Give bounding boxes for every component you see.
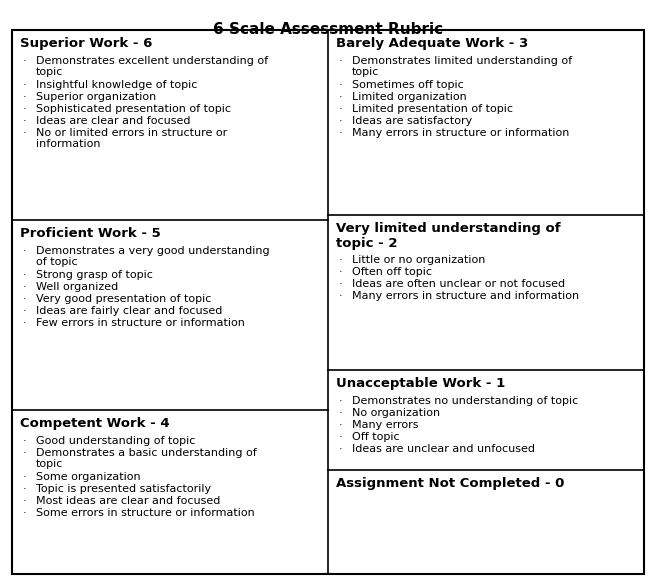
Text: Off topic: Off topic xyxy=(352,432,400,442)
Text: Few errors in structure or information: Few errors in structure or information xyxy=(36,318,245,328)
Text: ·: · xyxy=(339,128,342,138)
Text: Superior organization: Superior organization xyxy=(36,92,156,102)
Text: ·: · xyxy=(23,281,27,292)
Text: Good understanding of topic: Good understanding of topic xyxy=(36,436,195,446)
Text: Very limited understanding of
topic - 2: Very limited understanding of topic - 2 xyxy=(336,222,561,250)
Text: ·: · xyxy=(23,104,27,114)
Text: Limited organization: Limited organization xyxy=(352,92,467,102)
Text: No or limited errors in structure or
information: No or limited errors in structure or inf… xyxy=(36,128,227,150)
Text: Limited presentation of topic: Limited presentation of topic xyxy=(352,104,513,114)
Text: ·: · xyxy=(339,408,342,418)
Text: Competent Work - 4: Competent Work - 4 xyxy=(20,417,170,430)
Text: ·: · xyxy=(23,306,27,316)
Text: ·: · xyxy=(23,318,27,328)
Text: No organization: No organization xyxy=(352,408,440,418)
Text: Demonstrates excellent understanding of
topic: Demonstrates excellent understanding of … xyxy=(36,55,268,77)
Text: ·: · xyxy=(23,472,27,482)
Text: Assignment Not Completed - 0: Assignment Not Completed - 0 xyxy=(336,477,564,490)
Text: ·: · xyxy=(23,484,27,493)
Text: ·: · xyxy=(339,255,342,266)
Text: ·: · xyxy=(339,420,342,430)
Text: ·: · xyxy=(23,448,27,458)
Text: ·: · xyxy=(339,80,342,90)
Text: Strong grasp of topic: Strong grasp of topic xyxy=(36,270,153,280)
Text: Sometimes off topic: Sometimes off topic xyxy=(352,80,464,90)
Text: ·: · xyxy=(23,55,27,66)
Text: Little or no organization: Little or no organization xyxy=(352,255,485,266)
Text: ·: · xyxy=(339,104,342,114)
Text: Some organization: Some organization xyxy=(36,472,140,482)
Text: ·: · xyxy=(339,92,342,102)
Text: ·: · xyxy=(339,267,342,277)
Text: ·: · xyxy=(339,280,342,290)
Text: Demonstrates a basic understanding of
topic: Demonstrates a basic understanding of to… xyxy=(36,448,256,470)
Text: Proficient Work - 5: Proficient Work - 5 xyxy=(20,227,161,240)
Text: Many errors in structure and information: Many errors in structure and information xyxy=(352,291,579,301)
Text: ·: · xyxy=(23,128,27,138)
Text: Sophisticated presentation of topic: Sophisticated presentation of topic xyxy=(36,104,231,114)
Text: Most ideas are clear and focused: Most ideas are clear and focused xyxy=(36,496,220,506)
Text: Often off topic: Often off topic xyxy=(352,267,432,277)
Text: Demonstrates no understanding of topic: Demonstrates no understanding of topic xyxy=(352,396,578,406)
Text: Well organized: Well organized xyxy=(36,281,118,292)
Text: Ideas are unclear and unfocused: Ideas are unclear and unfocused xyxy=(352,444,535,454)
Text: Insightful knowledge of topic: Insightful knowledge of topic xyxy=(36,80,197,90)
Text: Ideas are clear and focused: Ideas are clear and focused xyxy=(36,116,190,126)
Text: ·: · xyxy=(339,444,342,454)
Text: Barely Adequate Work - 3: Barely Adequate Work - 3 xyxy=(336,37,528,50)
Text: Many errors in structure or information: Many errors in structure or information xyxy=(352,128,569,138)
Text: ·: · xyxy=(23,80,27,90)
Text: Topic is presented satisfactorily: Topic is presented satisfactorily xyxy=(36,484,211,493)
Text: ·: · xyxy=(23,246,27,256)
Text: ·: · xyxy=(339,116,342,126)
Text: Ideas are satisfactory: Ideas are satisfactory xyxy=(352,116,472,126)
Text: Superior Work - 6: Superior Work - 6 xyxy=(20,37,152,50)
Text: Demonstrates limited understanding of
topic: Demonstrates limited understanding of to… xyxy=(352,55,572,77)
Text: Unacceptable Work - 1: Unacceptable Work - 1 xyxy=(336,377,505,390)
Text: ·: · xyxy=(23,270,27,280)
Text: ·: · xyxy=(23,496,27,506)
Text: ·: · xyxy=(339,396,342,406)
Text: ·: · xyxy=(339,291,342,301)
Text: ·: · xyxy=(23,507,27,518)
Text: Demonstrates a very good understanding
of topic: Demonstrates a very good understanding o… xyxy=(36,246,270,267)
Text: 6 Scale Assessment Rubric: 6 Scale Assessment Rubric xyxy=(213,22,443,37)
Text: Ideas are fairly clear and focused: Ideas are fairly clear and focused xyxy=(36,306,222,316)
Text: Some errors in structure or information: Some errors in structure or information xyxy=(36,507,255,518)
Text: Many errors: Many errors xyxy=(352,420,419,430)
Text: ·: · xyxy=(23,92,27,102)
Text: ·: · xyxy=(23,116,27,126)
Text: ·: · xyxy=(23,436,27,446)
Text: ·: · xyxy=(339,55,342,66)
Text: ·: · xyxy=(23,294,27,304)
Text: Ideas are often unclear or not focused: Ideas are often unclear or not focused xyxy=(352,280,565,290)
Text: ·: · xyxy=(339,432,342,442)
Text: Very good presentation of topic: Very good presentation of topic xyxy=(36,294,211,304)
